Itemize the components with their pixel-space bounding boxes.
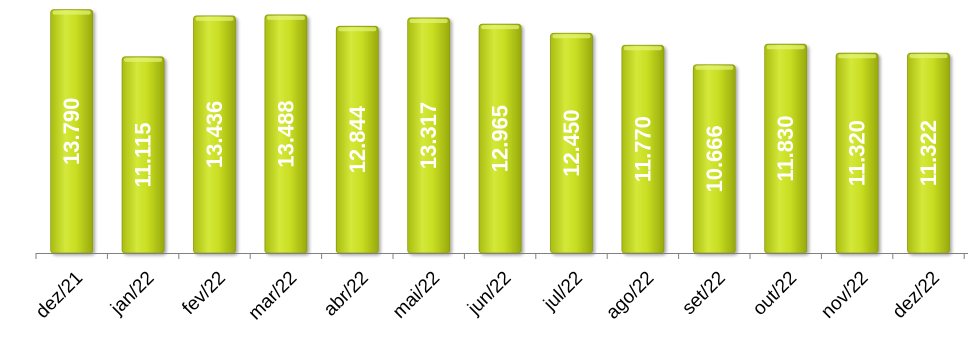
bar-group: 13.436: [193, 15, 236, 254]
bar-group: 12.844: [335, 25, 379, 254]
bar-value-label: 11.322: [916, 120, 941, 186]
bar-value-label: 11.830: [773, 116, 798, 182]
bar-group: 12.965: [478, 23, 522, 254]
bar-value-label: 13.488: [273, 100, 298, 167]
bar-highlight: [409, 18, 448, 23]
bar-highlight: [838, 54, 877, 59]
bar-group: 11.320: [835, 52, 879, 254]
x-tick-label: ago/22: [602, 268, 658, 324]
bar-group: 13.317: [407, 17, 451, 254]
x-tick-label: nov/22: [817, 268, 872, 323]
bar-value-label: 13.436: [202, 101, 227, 168]
bar-value-label: 11.320: [845, 120, 870, 186]
x-tick-label: abr/22: [320, 268, 373, 321]
x-tick-label: mai/22: [389, 268, 444, 323]
x-tick-label: set/22: [678, 268, 729, 319]
bar-value-label: 13.317: [416, 102, 441, 169]
bar-highlight: [266, 15, 305, 20]
bars-group: 13.790 11.115 13.436 13.488 12.844 13.317 12.9…: [50, 9, 950, 254]
bar-value-label: 11.115: [131, 122, 156, 187]
bar-highlight: [195, 16, 234, 21]
x-tick-label: mar/22: [245, 268, 302, 325]
bar-group: 11.115: [121, 56, 165, 254]
bar-group: 10.666: [692, 64, 736, 254]
x-tick-label: fev/22: [178, 268, 229, 319]
x-tick-label: jun/22: [463, 268, 515, 320]
bar-group: 13.790: [50, 9, 94, 254]
bar-value-label: 12.450: [559, 109, 584, 176]
x-tick-label: dez/22: [889, 268, 944, 323]
bar-group: 11.322: [907, 52, 950, 254]
bar-group: 11.830: [764, 43, 808, 254]
x-tick-label: out/22: [749, 268, 801, 320]
bar-highlight: [481, 25, 520, 30]
bar-highlight: [695, 65, 734, 70]
bar-value-label: 12.844: [345, 105, 370, 173]
bar-value-label: 10.666: [702, 125, 727, 192]
bar-value-label: 12.965: [488, 105, 513, 172]
bar-highlight: [623, 46, 662, 51]
bar-highlight: [552, 34, 591, 39]
bar-group: 11.770: [621, 44, 665, 254]
x-tick-label: dez/21: [32, 268, 87, 323]
x-axis: dez/21 jan/22 fev/22 mar/22 abr/22 mai/22 jun/…: [32, 253, 968, 324]
x-tick-label: jan/22: [106, 268, 158, 320]
bar-value-label: 13.790: [59, 98, 84, 165]
bar-group: 12.450: [550, 32, 593, 254]
bar-group: 13.488: [264, 14, 308, 254]
bar-highlight: [338, 27, 377, 32]
bar-highlight: [909, 54, 948, 59]
bar-highlight: [52, 10, 91, 15]
x-tick-label: jul/22: [539, 268, 587, 316]
bar-value-label: 11.770: [630, 116, 655, 182]
bar-highlight: [766, 45, 805, 50]
bar-highlight: [124, 57, 163, 62]
